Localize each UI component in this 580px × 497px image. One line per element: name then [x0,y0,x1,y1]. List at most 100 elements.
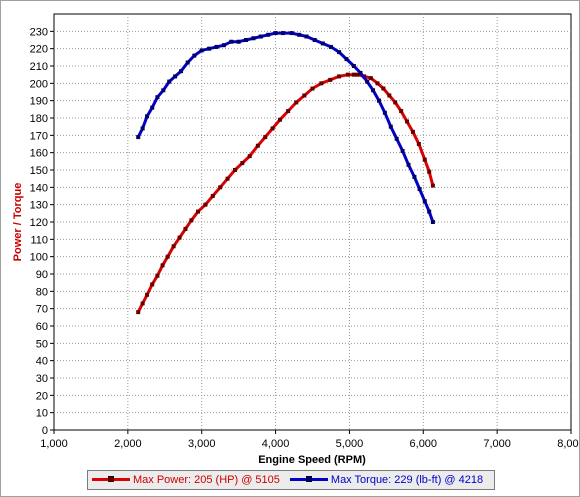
power-data-point [328,77,333,82]
y-tick-label: 90 [36,269,48,281]
power-series-line [136,73,435,313]
y-axis-ticks: 0 10 20 30 40 50 60 70 80 90 100 110 120 130 140 150 160… [30,26,54,437]
legend-swatch-torque [289,475,328,485]
torque-data-point [412,174,417,179]
torque-data-point [155,95,160,100]
power-data-point [294,100,299,105]
y-tick-label: 180 [30,113,48,125]
y-tick-label: 70 [36,304,48,316]
y-tick-label: 200 [30,78,48,90]
legend-label-torque: Max Torque: 229 (lb-ft) @ 4218 [330,474,484,486]
torque-data-point [417,187,422,192]
torque-data-point [371,88,376,93]
torque-data-point [136,135,141,140]
torque-data-point [280,31,285,36]
power-data-point [337,74,342,79]
power-data-point [145,292,150,297]
torque-data-point [167,79,172,84]
y-tick-label: 40 [36,356,48,368]
y-tick-label: 10 [36,408,48,420]
y-tick-label: 110 [30,234,48,246]
legend: Max Power: 205 (HP) @ 5105 Max Torque: 2… [87,470,495,490]
torque-data-point [312,38,317,42]
power-data-point [247,154,252,159]
grid [54,14,571,430]
torque-data-point [185,60,190,65]
torque-data-point [258,34,263,39]
y-tick-label: 160 [30,148,48,160]
power-data-point [416,142,421,146]
y-tick-label: 150 [30,165,48,177]
torque-series-line [136,31,435,223]
legend-item-power: Max Power: 205 (HP) @ 5105 [92,474,280,486]
legend-label-power: Max Power: 205 (HP) @ 5105 [133,474,280,486]
y-tick-label: 50 [36,338,48,350]
y-tick-label: 30 [36,373,48,385]
torque-data-point [140,126,145,131]
power-data-point [410,129,415,134]
torque-data-point [422,199,427,204]
torque-data-point [365,79,370,84]
power-data-point [387,93,392,98]
torque-data-point [376,98,381,103]
torque-data-point [406,162,411,167]
power-data-point [218,185,223,190]
power-data-point [183,226,188,231]
y-tick-label: 230 [30,26,48,38]
torque-data-point [221,43,226,48]
x-axis-label: Engine Speed (RPM) [258,454,366,466]
torque-data-point [382,110,387,115]
torque-data-point [328,44,333,49]
y-tick-label: 210 [30,61,48,73]
power-data-point [136,310,141,315]
torque-data-point [273,31,278,36]
power-data-point [278,117,283,122]
y-tick-label: 190 [30,96,48,108]
torque-data-point [145,114,150,119]
torque-data-point [430,220,435,224]
torque-data-point [173,74,178,79]
y-tick-label: 80 [36,286,48,298]
torque-data-point [337,50,342,55]
power-data-point [430,183,435,188]
torque-data-point [214,44,219,49]
power-data-point [345,72,350,77]
power-data-point [240,161,245,166]
torque-data-point [344,57,349,62]
power-data-point [319,81,324,86]
power-data-point [225,176,230,181]
torque-data-point [351,64,356,68]
power-data-point [160,263,165,268]
power-data-point [270,126,275,131]
torque-data-point [427,209,432,214]
legend-swatch-power [92,475,130,485]
series-lines [136,31,435,315]
x-tick-label: 7,000 [483,438,511,450]
torque-data-point [229,39,234,44]
power-data-point [375,81,380,86]
y-tick-label: 130 [30,200,48,212]
power-data-point [399,109,404,114]
power-data-point [196,209,201,214]
y-tick-label: 170 [30,130,48,142]
power-data-point [381,86,386,91]
y-tick-label: 100 [30,252,48,264]
power-data-point [302,93,307,98]
power-data-point [150,282,155,287]
power-data-point [405,119,410,124]
y-axis-label: Power / Torque [12,183,24,262]
power-data-point [263,135,268,140]
x-tick-label: 1,000 [40,438,68,450]
power-data-point [189,218,194,223]
torque-data-point [400,148,405,153]
power-data-point [368,76,373,81]
x-tick-label: 5,000 [336,438,364,450]
power-data-point [286,109,291,114]
power-data-point [355,72,360,77]
y-tick-label: 60 [36,321,48,333]
power-data-point [140,301,145,306]
torque-data-point [304,34,309,39]
torque-data-point [297,32,302,37]
